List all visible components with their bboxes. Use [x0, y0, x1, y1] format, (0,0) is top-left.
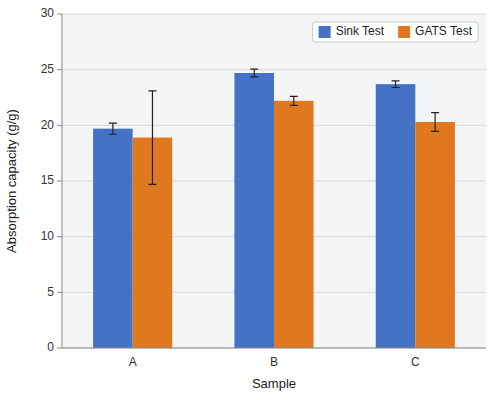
y-tick [57, 125, 62, 126]
bar [415, 122, 455, 348]
y-tick-label: 0 [47, 340, 54, 354]
chart-container: 0 5 10 15 20 25 30 A B C Sample Absorption capacity… [0, 0, 500, 400]
x-axis-label: Sample [252, 376, 296, 391]
y-tick-label: 20 [41, 118, 55, 132]
series [93, 69, 415, 348]
legend-background [313, 22, 478, 42]
grid-line [62, 69, 486, 70]
bar [234, 73, 274, 348]
y-tick [57, 348, 62, 349]
x-axis-line [62, 348, 486, 349]
y-tick-label: 25 [41, 62, 55, 76]
legend-swatch [398, 26, 410, 38]
bar [274, 101, 314, 348]
x-tick-label: A [129, 355, 137, 369]
chart-svg: 0 5 10 15 20 25 30 A B C Sample Absorption capacity… [0, 0, 500, 400]
y-axis: 0 5 10 15 20 25 30 [41, 6, 486, 354]
error-bar [431, 113, 439, 132]
y-tick-label: 15 [41, 173, 55, 187]
bar [93, 129, 133, 348]
legend-label: Sink Test [336, 24, 385, 38]
error-bar [250, 69, 258, 77]
x-tick-label: B [270, 355, 278, 369]
y-tick [57, 14, 62, 15]
legend: Sink Test GATS Test [313, 22, 478, 42]
y-axis-line [62, 14, 63, 348]
error-bar [290, 96, 298, 105]
legend-swatch [319, 26, 331, 38]
y-tick [57, 69, 62, 70]
x-axis: A B C [129, 355, 420, 369]
y-tick-label: 30 [41, 6, 55, 20]
grid-line [62, 348, 486, 349]
legend-label: GATS Test [415, 24, 473, 38]
error-bar [392, 81, 400, 88]
y-tick-label: 5 [47, 285, 54, 299]
grid-line [62, 14, 486, 15]
error-bar [109, 123, 117, 134]
plot-background [62, 14, 486, 348]
marks [93, 69, 455, 348]
error-bar [148, 91, 156, 185]
y-axis-label: Absorption capacity (g/g) [4, 109, 19, 253]
series [133, 91, 455, 348]
x-tick-label: C [411, 355, 420, 369]
bar [376, 84, 416, 348]
y-tick [57, 236, 62, 237]
y-tick [57, 181, 62, 182]
y-tick [57, 292, 62, 293]
y-tick-label: 10 [41, 229, 55, 243]
